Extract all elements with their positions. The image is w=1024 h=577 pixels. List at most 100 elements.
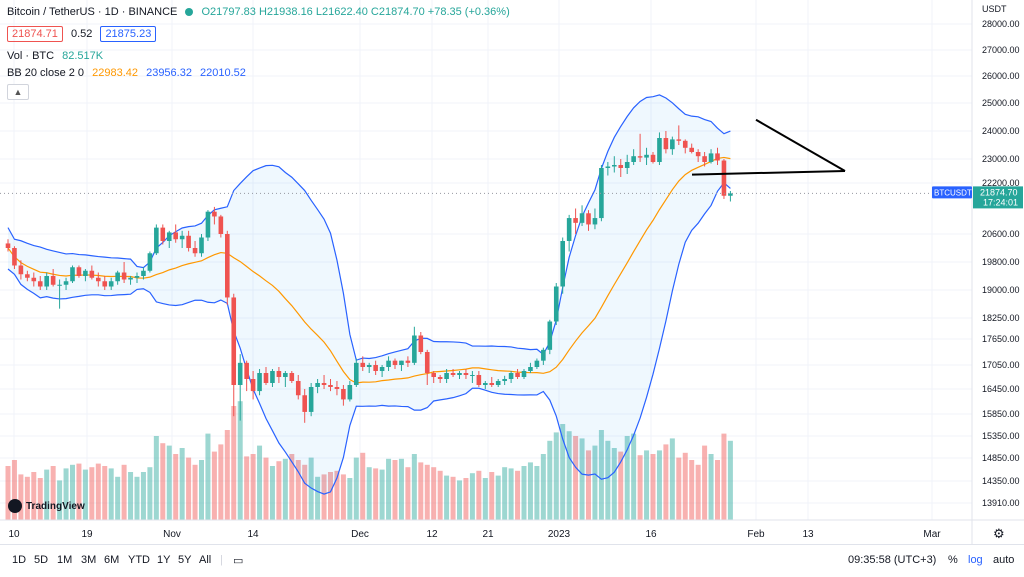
- candle-body: [728, 193, 733, 196]
- candle-body: [489, 383, 495, 385]
- bottom-toolbar: 1D 5D 1M 3M 6M YTD 1Y 5Y All | ▭ 09:35:5…: [0, 544, 1024, 577]
- collapse-legend-button[interactable]: ▲: [7, 84, 29, 100]
- candle-body: [644, 154, 649, 158]
- range-5y[interactable]: 5Y: [178, 554, 192, 566]
- volume-bar: [218, 444, 224, 520]
- volume-bar: [534, 466, 540, 520]
- volume-bar: [482, 478, 488, 520]
- volume-bar: [405, 467, 411, 520]
- volume-bar: [95, 463, 101, 520]
- volume-bar: [489, 472, 495, 520]
- price-tag-value: 21874.70: [980, 187, 1018, 197]
- range-all[interactable]: All: [199, 554, 212, 566]
- candle-body: [457, 373, 462, 375]
- candle-body: [76, 267, 82, 276]
- date-range-icon[interactable]: ▭: [233, 555, 244, 567]
- range-1d[interactable]: 1D: [12, 554, 27, 566]
- volume-bar: [63, 468, 69, 520]
- volume-bar: [315, 476, 321, 520]
- candle-body: [495, 381, 501, 385]
- settings-gear-icon[interactable]: ⚙: [993, 527, 1005, 542]
- volume-bar: [257, 445, 263, 520]
- price-tick-label: 18250.00: [982, 313, 1020, 323]
- candle-body: [257, 373, 262, 392]
- range-1m[interactable]: 1M: [57, 554, 73, 566]
- volume-bar: [224, 430, 230, 520]
- volume-bar: [121, 464, 127, 520]
- log-toggle[interactable]: log: [968, 554, 983, 566]
- clock-time[interactable]: 09:35:58 (UTC+3): [848, 554, 937, 566]
- volume-bar: [727, 440, 733, 520]
- candle-body: [147, 253, 153, 271]
- volume-bar: [347, 478, 353, 520]
- volume-bar: [153, 436, 159, 520]
- candle-body: [134, 276, 140, 278]
- range-ytd[interactable]: YTD: [128, 554, 150, 566]
- volume-bar: [5, 466, 11, 520]
- volume-bar: [540, 454, 546, 520]
- volume-bar: [328, 472, 333, 520]
- tradingview-mark-icon: [8, 499, 22, 513]
- volume-bar: [450, 476, 456, 520]
- price-tick-label: 14850.00: [982, 453, 1020, 463]
- volume-bar: [457, 480, 462, 520]
- volume-bar: [553, 432, 559, 520]
- candle-body: [237, 362, 243, 385]
- candle-body: [515, 373, 520, 377]
- buy-button[interactable]: 21875.23: [100, 26, 157, 42]
- candle-body: [57, 284, 62, 286]
- sell-button[interactable]: 21874.71: [7, 26, 63, 42]
- volume-bar: [605, 440, 611, 520]
- candle-body: [302, 395, 307, 412]
- percent-toggle[interactable]: %: [948, 554, 958, 566]
- volume-bar: [669, 438, 675, 520]
- date-tick-label: 2023: [548, 529, 571, 540]
- volume-bar: [527, 462, 533, 520]
- candle-body: [108, 281, 114, 287]
- price-chart[interactable]: USDT 28000.00 27000.00 26000.00 25000.00 2400…: [0, 0, 1024, 544]
- volume-bar: [244, 456, 250, 520]
- range-5d[interactable]: 5D: [34, 554, 49, 566]
- candle-body: [579, 213, 585, 223]
- volume-bar: [676, 457, 682, 520]
- candle-body: [670, 139, 675, 150]
- volume-bar: [418, 462, 424, 520]
- candle-body: [586, 213, 591, 225]
- candle-body: [244, 362, 249, 379]
- candle-body: [650, 154, 656, 162]
- price-tick-label: 15350.00: [982, 431, 1020, 441]
- candle-body: [450, 373, 456, 375]
- volume-bar: [340, 474, 346, 520]
- symbol-legend: Bitcoin / TetherUS · 1D · BINANCE O21797…: [7, 6, 515, 18]
- candle-body: [502, 379, 507, 381]
- candle-body: [676, 139, 682, 141]
- volume-bar: [353, 457, 359, 520]
- candle-body: [708, 153, 714, 162]
- price-axis-background: [972, 0, 1024, 544]
- spread-value: 0.52: [70, 28, 93, 40]
- range-3m[interactable]: 3M: [81, 554, 97, 566]
- volume-bar: [586, 450, 591, 520]
- candle-body: [321, 383, 327, 385]
- volume-bar: [24, 476, 30, 520]
- volume-bar: [437, 470, 443, 520]
- range-1y[interactable]: 1Y: [157, 554, 171, 566]
- date-tick-label: 10: [8, 529, 20, 540]
- candle-body: [657, 138, 662, 162]
- candle-body: [631, 156, 636, 162]
- price-tick-label: 24000.00: [982, 126, 1020, 136]
- volume-bar: [431, 467, 437, 520]
- candle-body: [463, 373, 469, 375]
- date-tick-label: 13: [802, 529, 814, 540]
- tradingview-logo: TradingView: [8, 499, 85, 513]
- candle-body: [289, 373, 295, 381]
- candle-body: [37, 281, 43, 287]
- range-6m[interactable]: 6M: [104, 554, 120, 566]
- date-tick-label: Mar: [923, 529, 941, 540]
- volume-bar: [295, 460, 301, 520]
- auto-toggle[interactable]: auto: [993, 554, 1015, 566]
- candle-body: [618, 165, 624, 168]
- candle-body: [360, 362, 366, 367]
- volume-bar: [637, 455, 643, 520]
- trendline-resistance: [755, 118, 846, 172]
